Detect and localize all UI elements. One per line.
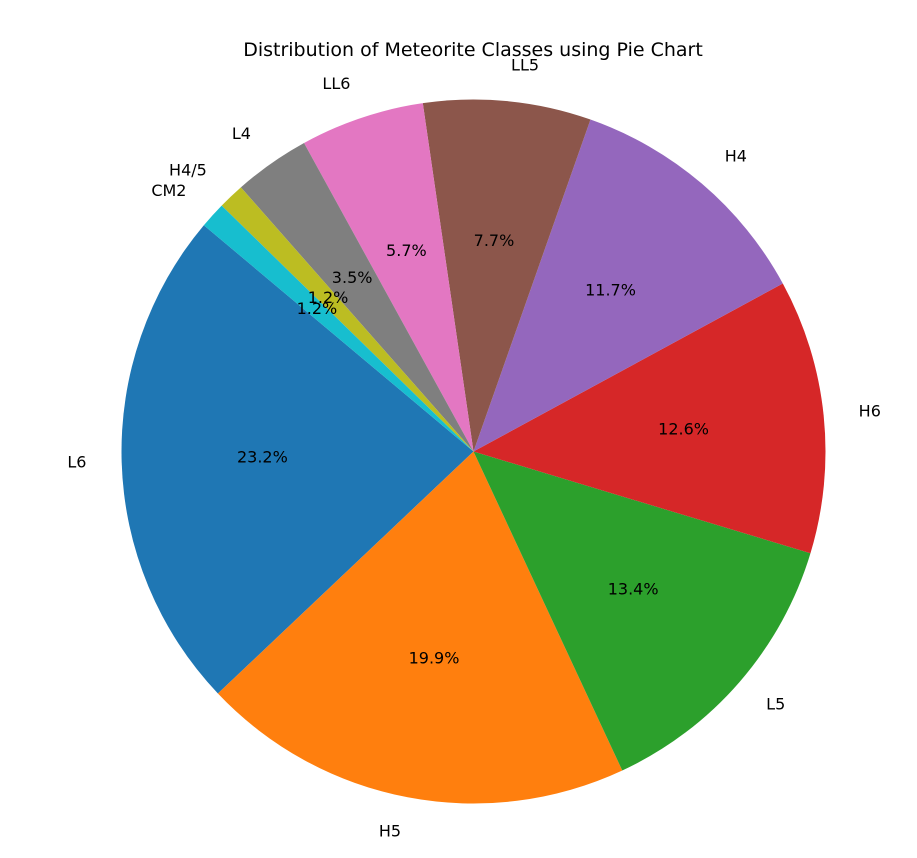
percent-label-h5: 19.9% bbox=[409, 648, 460, 667]
pie-slices bbox=[121, 99, 826, 804]
percent-label-cm2: 1.2% bbox=[297, 299, 338, 318]
percent-label-ll5: 7.7% bbox=[474, 231, 515, 250]
percent-label-l6: 23.2% bbox=[237, 447, 288, 466]
slice-label-h4-5: H4/5 bbox=[169, 160, 207, 179]
slice-label-cm2: CM2 bbox=[151, 181, 186, 200]
pie-slice-l6 bbox=[121, 225, 474, 694]
percent-label-l4: 3.5% bbox=[332, 268, 373, 287]
slice-label-l5: L5 bbox=[766, 695, 785, 714]
pie-slice-ll6 bbox=[304, 103, 474, 452]
percent-label-h4-5: 1.2% bbox=[308, 288, 349, 307]
slice-labels: L6 H5 L5 H6 H4 LL5 LL6 L4 H4/5 CM2 bbox=[67, 56, 881, 841]
pie-slice-ll5 bbox=[422, 99, 591, 452]
slice-label-h6: H6 bbox=[859, 402, 881, 421]
pie-slice-h6 bbox=[473, 283, 826, 554]
chart-title: Distribution of Meteorite Classes using … bbox=[243, 39, 703, 61]
pie-slice-h4-5 bbox=[221, 187, 474, 452]
percent-label-l5: 13.4% bbox=[608, 579, 659, 598]
pie-slice-l4 bbox=[240, 142, 474, 452]
pie-slice-h4 bbox=[473, 119, 783, 452]
percent-label-ll6: 5.7% bbox=[386, 241, 427, 260]
slice-label-h4: H4 bbox=[725, 146, 747, 165]
slice-label-l6: L6 bbox=[67, 453, 86, 472]
pie-slice-h5 bbox=[217, 451, 623, 804]
slice-label-l4: L4 bbox=[232, 124, 251, 143]
slice-label-ll5: LL5 bbox=[511, 56, 539, 75]
percent-labels: 23.2%19.9%13.4%12.6%11.7%7.7%5.7%3.5%1.2… bbox=[237, 231, 709, 668]
percent-label-h4: 11.7% bbox=[585, 280, 636, 299]
slice-label-ll6: LL6 bbox=[322, 74, 350, 93]
pie-slice-l5 bbox=[473, 451, 811, 771]
pie-slice-cm2 bbox=[203, 205, 474, 452]
slice-label-h5: H5 bbox=[379, 821, 401, 840]
percent-label-h6: 12.6% bbox=[658, 419, 709, 438]
